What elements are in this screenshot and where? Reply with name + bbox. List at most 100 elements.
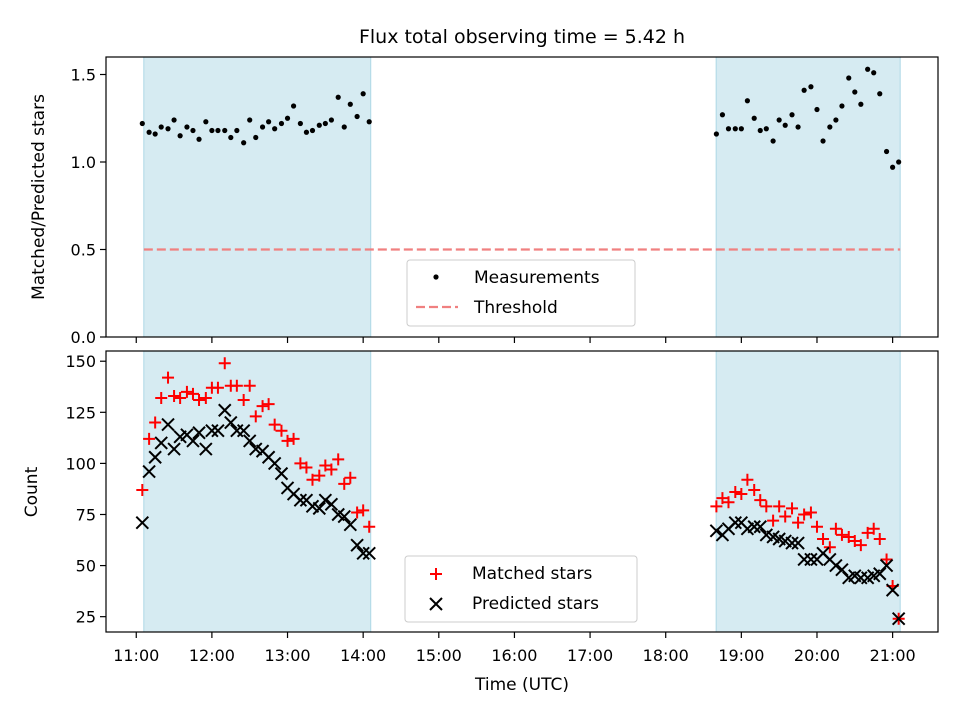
measurement-point <box>253 134 259 141</box>
matched-star-point <box>193 394 206 407</box>
measurement-point <box>871 70 877 76</box>
measurement-point <box>196 136 202 142</box>
measurement-point <box>865 66 871 72</box>
measurement-point <box>713 131 719 137</box>
observing-window-top-2 <box>715 56 901 338</box>
matched-star-point <box>168 389 181 402</box>
matched-star-point <box>710 500 723 513</box>
ratio-legend: Measurements Threshold <box>406 259 636 327</box>
predicted-star-point <box>753 520 767 534</box>
matched-star-point <box>249 410 262 423</box>
legend-predicted-label: Predicted stars <box>472 594 599 614</box>
measurement-point <box>146 129 152 135</box>
predicted-star-point <box>267 456 282 471</box>
measurement-point <box>309 127 316 134</box>
matched-star-point <box>243 379 256 392</box>
measurement-point <box>165 126 171 132</box>
matched-star-point <box>174 392 187 405</box>
matched-star-point <box>218 357 231 370</box>
legend-measurements-marker <box>433 274 439 280</box>
predicted-star-point <box>829 558 843 573</box>
predicted-star-point <box>891 612 906 626</box>
matched-star-point <box>716 492 729 505</box>
measurement-point <box>839 103 845 109</box>
matched-star-point <box>823 541 836 554</box>
measurement-point <box>852 89 858 95</box>
x-tick-label: 15:00 <box>416 646 462 665</box>
measurement-point <box>814 106 820 113</box>
measurement-point <box>719 112 726 118</box>
x-tick-label: 20:00 <box>794 646 840 665</box>
matched-star-point <box>230 379 243 392</box>
predicted-star-point <box>142 464 156 479</box>
measurement-point <box>184 124 190 130</box>
measurement-point <box>347 101 353 107</box>
measurement-point <box>322 120 328 127</box>
measurement-point <box>763 126 769 132</box>
observing-window-bottom-2 <box>715 350 901 633</box>
measurement-point <box>795 124 801 130</box>
legend-predicted-marker <box>429 597 443 611</box>
matched-star-point <box>351 506 364 519</box>
matched-star-point <box>804 506 817 519</box>
matched-star-point <box>319 459 332 472</box>
predicted-star-point <box>154 436 168 450</box>
predicted-star-point <box>356 546 370 561</box>
predicted-star-point <box>274 466 289 481</box>
observing-window-top-1 <box>143 56 372 338</box>
matched-star-point <box>729 486 742 499</box>
measurement-point <box>896 159 902 165</box>
measurement-point <box>215 127 221 134</box>
matched-star-point <box>287 432 300 445</box>
matched-star-point <box>155 392 168 405</box>
matched-star-point <box>338 477 351 490</box>
matched-star-point <box>363 520 376 533</box>
predicted-star-point <box>728 515 743 530</box>
measurement-point <box>266 119 272 125</box>
matched-star-point <box>294 457 307 470</box>
matched-star-point <box>848 535 861 548</box>
predicted-star-point <box>318 493 333 507</box>
count-legend: Matched stars Predicted stars <box>404 555 638 623</box>
matched-star-point <box>180 385 193 398</box>
matched-star-point <box>136 483 149 496</box>
x-tick-label: 12:00 <box>189 646 235 665</box>
measurement-point <box>751 115 757 121</box>
matched-star-point <box>237 394 250 407</box>
predicted-star-point <box>362 546 376 561</box>
measurement-point <box>209 127 215 134</box>
matched-star-point <box>829 522 842 535</box>
matched-star-point <box>357 504 370 517</box>
matched-star-point <box>300 461 313 474</box>
measurement-point <box>744 98 750 104</box>
matched-star-point <box>143 432 156 445</box>
measurement-point <box>782 122 788 128</box>
measurement-point <box>190 127 196 134</box>
measurement-point <box>278 120 285 127</box>
predicted-star-point <box>747 520 761 534</box>
predicted-star-point <box>186 434 200 448</box>
count-legend-box <box>404 555 638 623</box>
measurement-point <box>833 117 839 123</box>
matched-star-point <box>332 453 345 466</box>
observing-window-bottom-1 <box>143 350 372 633</box>
measurement-point <box>335 94 341 100</box>
legend-matched-label: Matched stars <box>472 564 592 584</box>
predicted-star-point <box>324 497 339 511</box>
measurement-point <box>228 134 234 141</box>
measurement-point <box>259 124 266 130</box>
matched-star-point <box>735 488 748 501</box>
measurement-point <box>366 119 372 125</box>
measurement-point <box>316 122 322 128</box>
measurement-point <box>247 117 253 123</box>
x-tick-label: 21:00 <box>870 646 916 665</box>
ratio-y-axis-label: Matched/Predicted stars <box>29 94 49 300</box>
measurement-point <box>890 164 896 170</box>
matched-star-point <box>722 496 735 509</box>
predicted-star-point <box>343 518 358 532</box>
measurement-point <box>883 148 890 155</box>
matched-star-point <box>760 500 773 513</box>
y-tick-label: 75 <box>76 505 96 524</box>
predicted-star-point <box>199 442 213 456</box>
